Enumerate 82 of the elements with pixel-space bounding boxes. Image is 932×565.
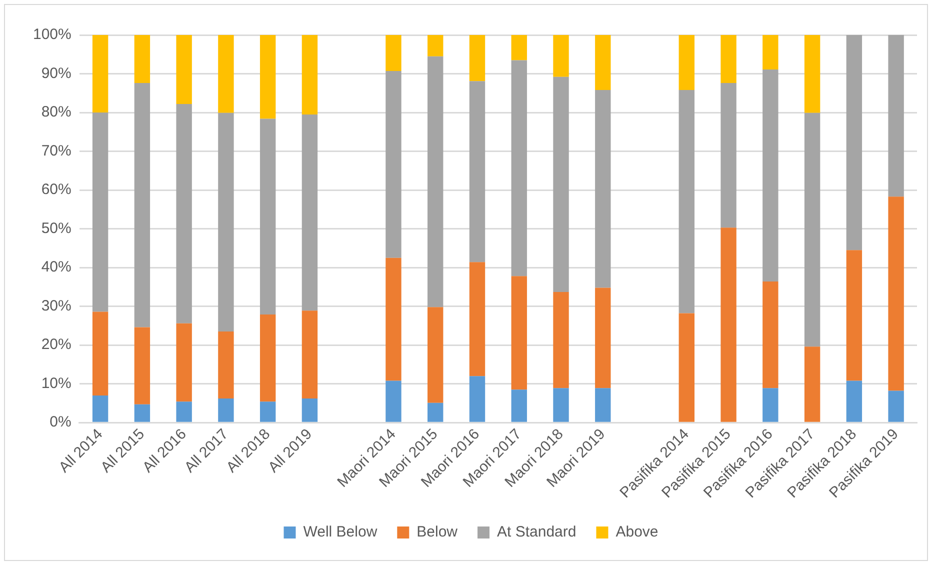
bar bbox=[134, 83, 150, 328]
bar bbox=[134, 35, 150, 84]
bar bbox=[302, 35, 318, 114]
bar bbox=[720, 228, 736, 422]
bar bbox=[720, 35, 736, 84]
bar bbox=[720, 83, 736, 228]
bar bbox=[260, 118, 276, 314]
bar bbox=[762, 388, 778, 422]
bar bbox=[92, 112, 108, 312]
bar bbox=[553, 388, 569, 422]
bar bbox=[218, 332, 234, 399]
bar bbox=[469, 262, 486, 376]
legend-label: Well Below bbox=[303, 524, 378, 541]
bar bbox=[888, 196, 904, 391]
y-tick-label: 0% bbox=[50, 414, 72, 431]
bar bbox=[134, 404, 150, 422]
bar bbox=[553, 35, 569, 77]
bar bbox=[218, 112, 234, 332]
legend-label: Above bbox=[616, 524, 658, 541]
bar bbox=[428, 35, 444, 56]
bar bbox=[678, 35, 695, 90]
bar bbox=[553, 292, 569, 388]
bar bbox=[176, 35, 192, 104]
bar bbox=[846, 380, 862, 422]
bar bbox=[176, 402, 192, 422]
bar bbox=[762, 282, 778, 388]
bar bbox=[428, 402, 444, 422]
bar bbox=[511, 35, 527, 60]
bar bbox=[511, 60, 527, 276]
bar bbox=[595, 288, 611, 388]
bar bbox=[804, 112, 820, 347]
bar bbox=[678, 90, 695, 314]
y-tick-label: 70% bbox=[41, 142, 72, 160]
bar bbox=[678, 313, 695, 422]
y-tick-label: 80% bbox=[41, 104, 72, 121]
bar bbox=[762, 69, 778, 282]
bar bbox=[302, 398, 318, 422]
bar bbox=[469, 81, 486, 262]
y-tick-label: 40% bbox=[41, 258, 72, 276]
y-tick-label: 20% bbox=[41, 336, 72, 354]
bar bbox=[595, 90, 611, 288]
bar bbox=[218, 35, 234, 113]
bar bbox=[386, 258, 402, 381]
bar bbox=[260, 314, 276, 402]
y-tick-label: 10% bbox=[41, 374, 72, 392]
bar bbox=[469, 376, 486, 422]
bar bbox=[92, 35, 108, 113]
legend-label: At Standard bbox=[497, 524, 576, 541]
bar bbox=[595, 35, 611, 90]
bar bbox=[469, 35, 486, 82]
bar bbox=[134, 327, 150, 404]
y-tick-label: 30% bbox=[41, 297, 72, 314]
bar bbox=[386, 71, 402, 258]
bar bbox=[511, 276, 527, 390]
legend-label: Below bbox=[416, 524, 458, 541]
bar bbox=[846, 250, 862, 381]
bar bbox=[804, 346, 820, 422]
bar bbox=[888, 35, 904, 197]
bar bbox=[846, 35, 862, 250]
bar bbox=[511, 390, 527, 422]
bar bbox=[176, 104, 192, 324]
bar bbox=[386, 35, 402, 72]
bar bbox=[302, 310, 318, 399]
bar bbox=[762, 35, 778, 70]
bar bbox=[260, 35, 276, 119]
bar bbox=[92, 395, 108, 422]
bar bbox=[595, 388, 611, 422]
bar bbox=[302, 114, 318, 311]
bar bbox=[176, 323, 192, 402]
y-tick-label: 50% bbox=[41, 220, 72, 237]
y-tick-label: 90% bbox=[41, 64, 72, 82]
bar bbox=[553, 76, 569, 292]
bar bbox=[92, 312, 108, 396]
y-tick-label: 100% bbox=[32, 26, 72, 44]
y-tick-label: 60% bbox=[41, 181, 72, 198]
bar bbox=[218, 398, 234, 422]
bar bbox=[428, 307, 444, 403]
bar bbox=[888, 390, 904, 422]
bar bbox=[428, 56, 444, 308]
bar bbox=[386, 380, 402, 422]
bar bbox=[804, 35, 820, 113]
bar bbox=[260, 402, 276, 422]
